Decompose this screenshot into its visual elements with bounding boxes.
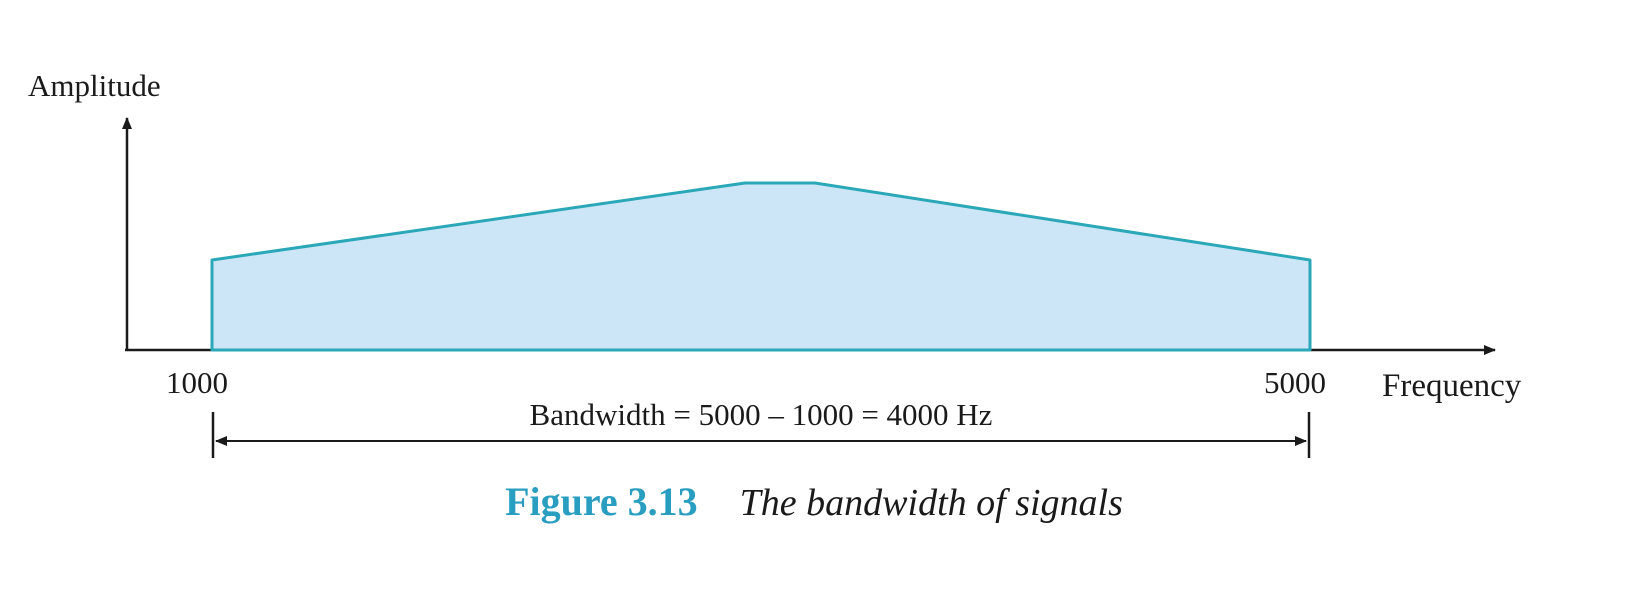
high-frequency-label: 5000 <box>1264 365 1326 400</box>
y-axis-label: Amplitude <box>28 68 161 103</box>
x-axis-label: Frequency <box>1382 368 1522 404</box>
figure-caption: Figure 3.13 The bandwidth of signals <box>0 478 1628 525</box>
low-frequency-label: 1000 <box>166 365 228 400</box>
caption-number: Figure 3.13 <box>505 479 698 524</box>
bandwidth-label: Bandwidth = 5000 – 1000 = 4000 Hz <box>530 397 993 432</box>
signal-spectrum-shape <box>210 181 1312 352</box>
caption-text: The bandwidth of signals <box>739 482 1123 524</box>
